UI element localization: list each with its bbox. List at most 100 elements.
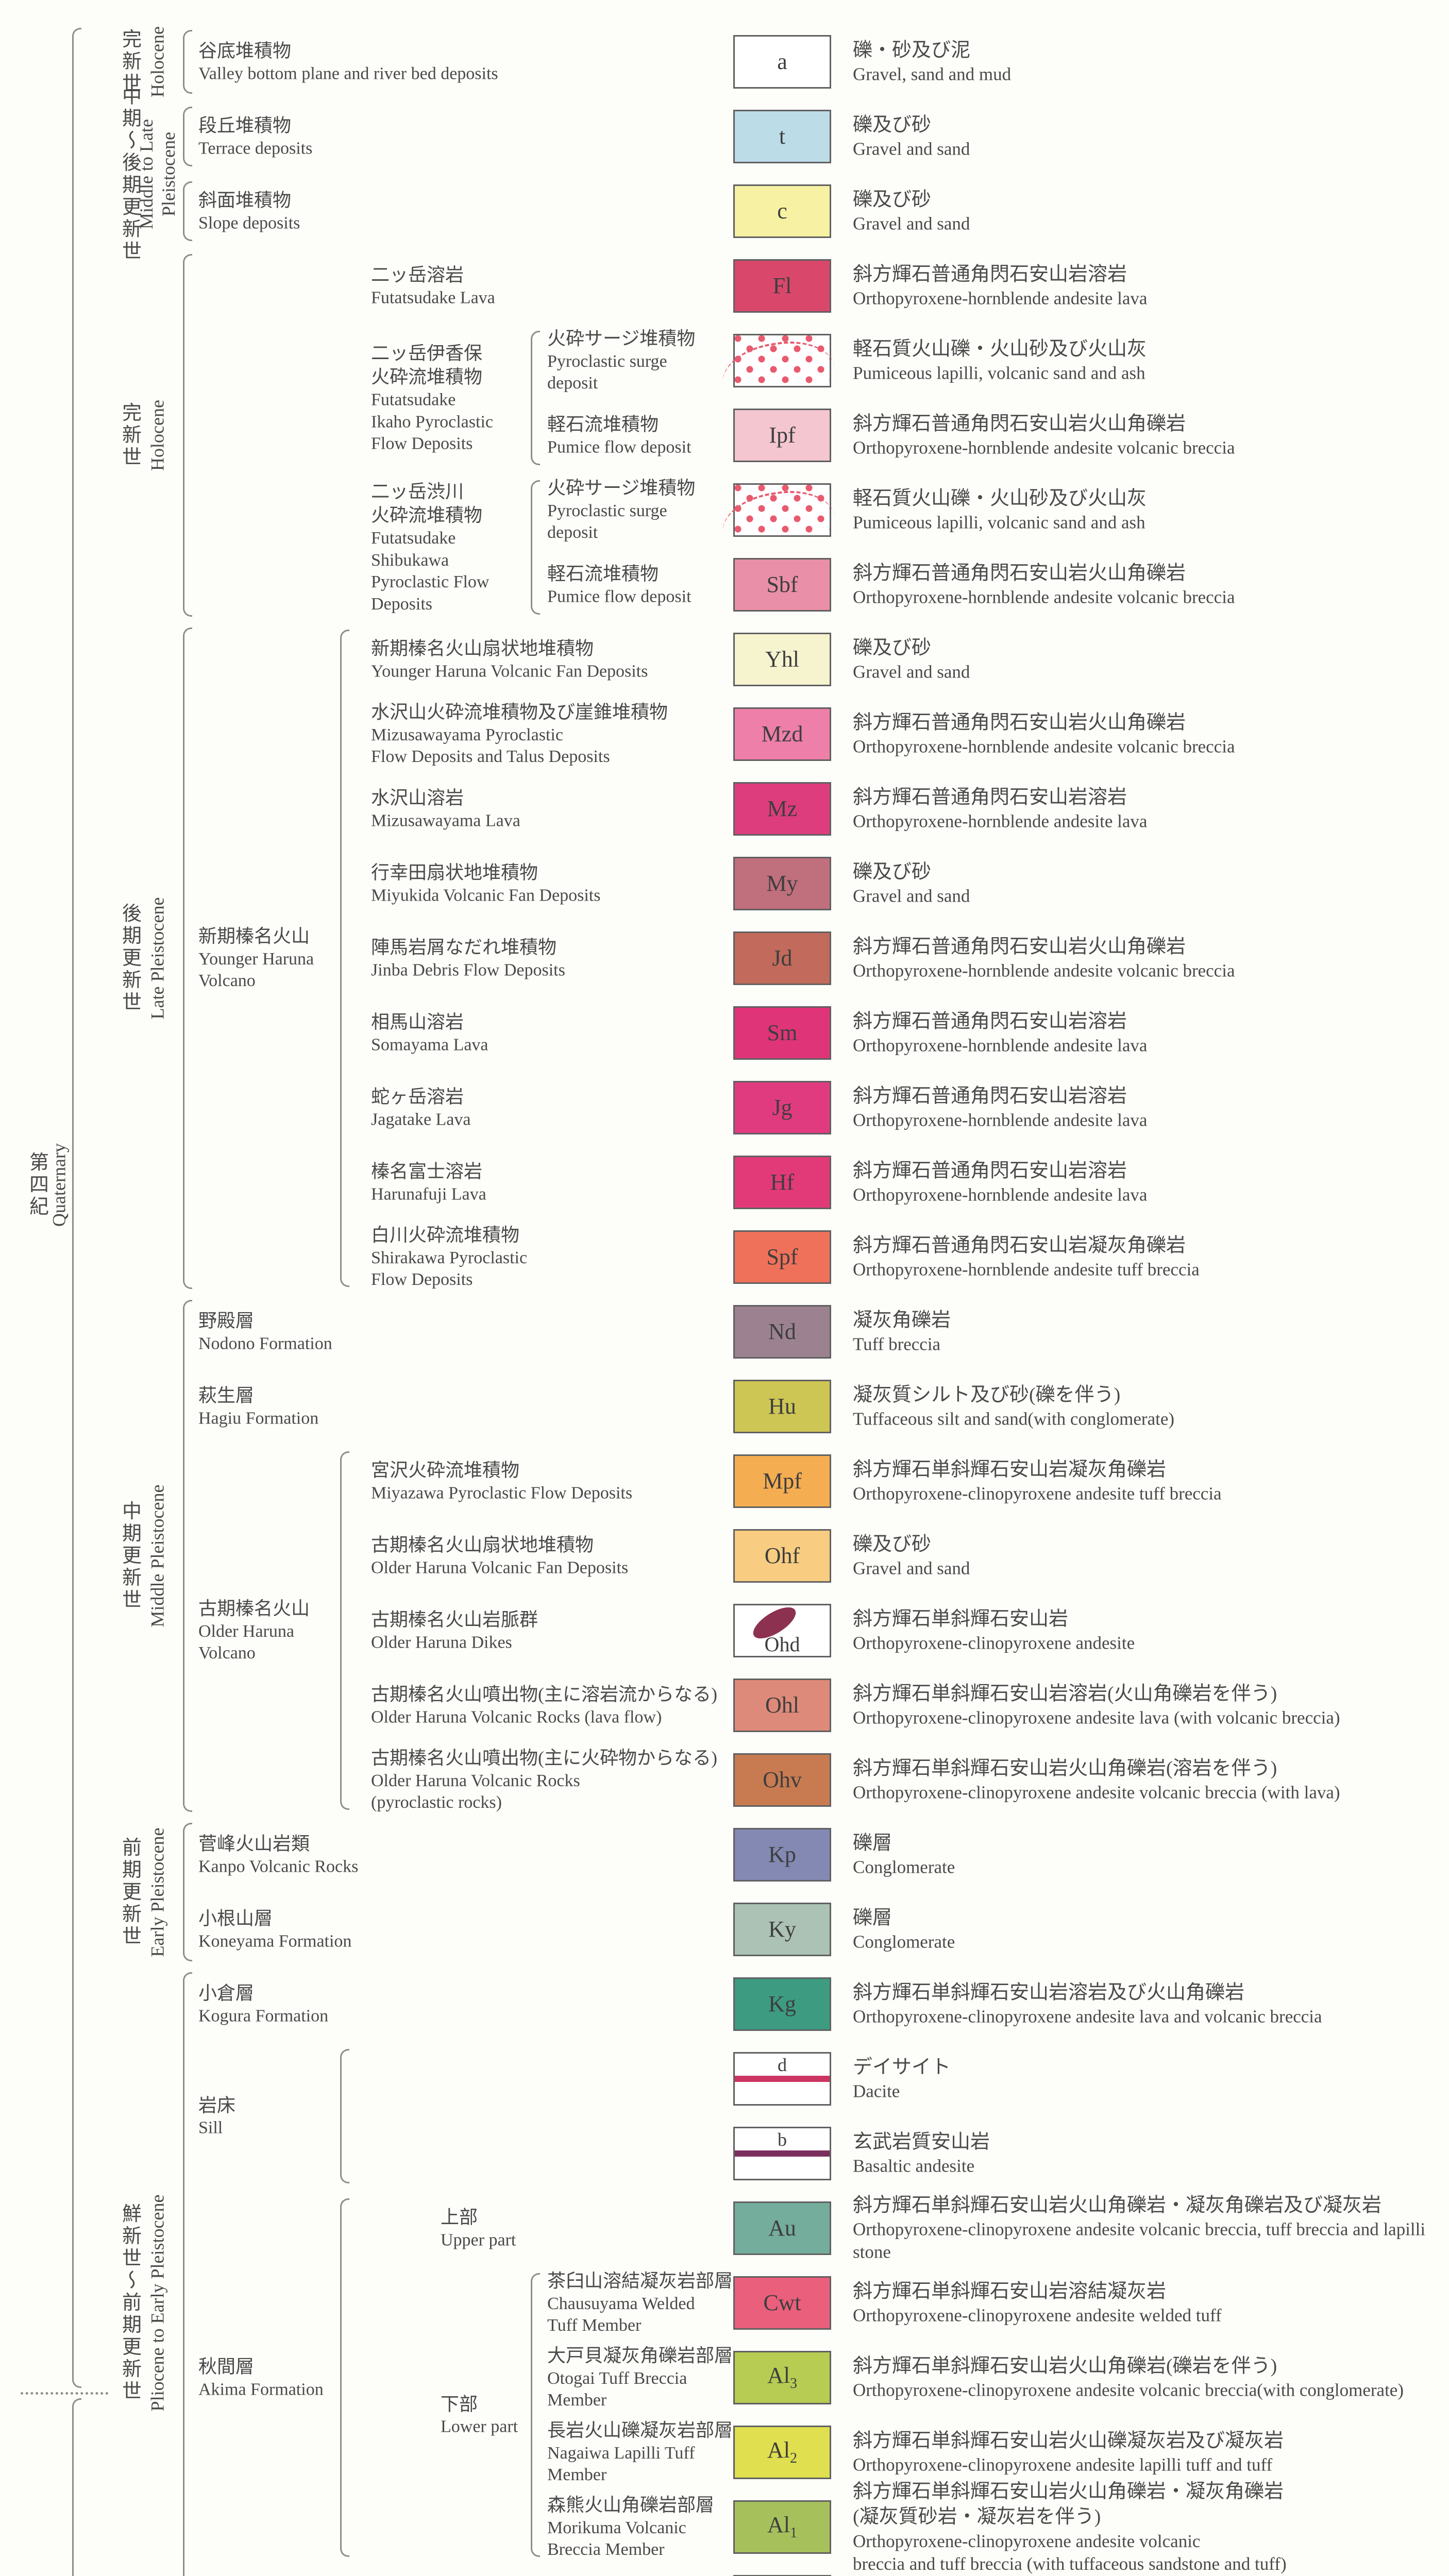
era-en-quaternary-text: Quaternary	[48, 1143, 70, 1227]
label-jp: 菅峰火山岩類	[198, 1833, 310, 1854]
swatch-Al3: Al3	[733, 2351, 831, 2404]
desc-jp-My: 礫及び砂	[853, 861, 932, 883]
desc-Mzd: 斜方輝石普通角閃石安山岩火山角礫岩 Orthopyroxene-hornblend…	[853, 710, 1435, 758]
desc-jp-Mz: 斜方輝石普通角閃石安山岩溶岩	[853, 786, 1127, 808]
label-nodono-formation: 野殿層 Nodono Formation	[198, 1309, 332, 1354]
desc-en-Ohf: Gravel and sand	[853, 1558, 970, 1579]
desc-en-Al1: Orthopyroxene-clinopyroxene andesite vol…	[853, 2531, 1287, 2574]
label-jp: 新期榛名火山扇状地堆積物	[371, 638, 594, 659]
epoch-jp-pliocene-early-pleistocene-text: 鮮新世～前期更新世	[119, 2203, 141, 2403]
desc-jp-d: デイサイト	[853, 2056, 951, 2078]
label-jp: 古期榛名火山噴出物(主に溶岩流からなる)	[371, 1684, 717, 1705]
label-en: Mizusawayama Pyroclastic Flow Deposits a…	[371, 725, 610, 767]
label-en: Mizusawayama Lava	[371, 811, 520, 831]
label-older-haruna-volcanic-fan-deposits: 古期榛名火山扇状地堆積物 Older Haruna Volcanic Fan De…	[371, 1533, 628, 1579]
label-en: Futatsudake Ikaho Pyroclastic Flow Depos…	[371, 390, 493, 453]
label-en: Jinba Debris Flow Deposits	[371, 960, 565, 980]
label-jp: 上部	[441, 2207, 478, 2228]
unit-code-Ky: Ky	[768, 1917, 796, 1942]
desc-Kg: 斜方輝石単斜輝石安山岩溶岩及び火山角礫岩 Orthopyroxene-clinop…	[853, 1980, 1435, 2028]
label-en: Terrace deposits	[198, 139, 313, 158]
desc-en-Mz: Orthopyroxene-hornblende andesite lava	[853, 811, 1148, 832]
unit-code-Ipf: Ipf	[769, 422, 796, 448]
desc-jp-Mzd: 斜方輝石普通角閃石安山岩火山角礫岩	[853, 711, 1186, 734]
label-en: Harunafuji Lava	[371, 1184, 486, 1204]
label-jp: 二ッ岳渋川 火砕流堆積物	[371, 481, 483, 526]
label-jp: 二ッ岳溶岩	[371, 264, 464, 285]
desc-jp-a: 礫・砂及び泥	[853, 39, 971, 61]
label-jp: 蛇ヶ岳溶岩	[371, 1086, 464, 1107]
desc-en-Jg: Orthopyroxene-hornblende andesite lava	[853, 1110, 1148, 1130]
label-en: Somayama Lava	[371, 1035, 488, 1055]
label-en: Upper part	[441, 2230, 516, 2250]
label-pumice-flow-deposit: 軽石流堆積物 Pumice flow deposit	[547, 562, 692, 607]
desc-en-Au: Orthopyroxene-clinopyroxene andesite vol…	[853, 2219, 1426, 2262]
brace-Mpf-Ohv	[340, 1451, 349, 1810]
label-en: Older Haruna Dikes	[371, 1633, 512, 1652]
desc-en-a: Gravel, sand and mud	[853, 64, 1012, 84]
swatch-Ky: Ky	[733, 1903, 831, 1956]
unit-code-Ohd: Ohd	[764, 1633, 800, 1656]
unit-code-a: a	[777, 49, 787, 74]
desc-en-Sm: Orthopyroxene-hornblende andesite lava	[853, 1035, 1148, 1056]
label-jp: 古期榛名火山岩脈群	[371, 1609, 538, 1630]
label-kogura-formation: 小倉層 Kogura Formation	[198, 1981, 328, 2027]
label-en: Older Haruna Volcanic Rocks (lava flow)	[371, 1707, 662, 1727]
epoch-brace-early-pleistocene	[183, 1823, 192, 1961]
desc-en-b: Basaltic andesite	[853, 2156, 975, 2176]
desc-jp-Al2: 斜方輝石単斜輝石安山岩火山礫凝灰岩及び凝灰岩	[853, 2430, 1284, 2452]
label-pumice-flow-deposit: 軽石流堆積物 Pumice flow deposit	[547, 412, 692, 458]
label-pyroclastic-surge: 火砕サージ堆積物 Pyroclastic surge deposit	[547, 327, 695, 395]
epoch-brace-late-pleistocene	[183, 628, 192, 1289]
label-older-haruna-dikes: 古期榛名火山岩脈群 Older Haruna Dikes	[371, 1607, 538, 1653]
unit-code-Jg: Jg	[772, 1095, 793, 1120]
unit-code-Jd: Jd	[772, 945, 793, 971]
label-jp: 大戸貝凝灰角礫岩部層	[547, 2345, 733, 2366]
brace-s2-Sbf	[531, 480, 540, 615]
swatch-d: d	[733, 2052, 831, 2106]
swatch-Cwt: Cwt	[733, 2276, 831, 2330]
surge-dash-line	[717, 483, 841, 570]
desc-en-Yhl: Gravel and sand	[853, 662, 970, 682]
label-jp: 陣馬岩屑なだれ堆積物	[371, 937, 557, 958]
swatch-s2	[717, 483, 841, 570]
label-en: Otogai Tuff Breccia Member	[547, 2368, 687, 2410]
desc-jp-Sm: 斜方輝石普通角閃石安山岩溶岩	[853, 1010, 1127, 1032]
label-jp: 軽石流堆積物	[547, 414, 659, 435]
label-en: Pyroclastic surge deposit	[547, 351, 667, 393]
label-en: Koneyama Formation	[198, 1931, 352, 1951]
swatch-Am: Am	[733, 2575, 831, 2576]
label-en: Pyroclastic surge deposit	[547, 501, 667, 543]
label-slope-deposits: 斜面堆積物 Slope deposits	[198, 188, 300, 234]
desc-en-Jd: Orthopyroxene-hornblende andesite volcan…	[853, 960, 1235, 981]
epoch-en-late-pleistocene-text: Late Pleistocene	[147, 897, 168, 1020]
desc-Al3: 斜方輝石単斜輝石安山岩火山角礫岩(礫岩を伴う) Orthopyroxene-cli…	[853, 2353, 1435, 2401]
label-jp: 古期榛名火山噴出物(主に火砕物からなる)	[371, 1748, 717, 1769]
swatch-Sbf: Sbf	[733, 558, 831, 612]
label-koneyama-formation: 小根山層 Koneyama Formation	[198, 1906, 351, 1952]
desc-jp-s2: 軽石質火山礫・火山砂及び火山灰	[853, 487, 1147, 510]
label-jp: 下部	[441, 2393, 478, 2414]
desc-jp-Mpf: 斜方輝石単斜輝石安山岩凝灰角礫岩	[853, 1459, 1167, 1481]
epoch-en-pliocene-early-pleistocene-text: Pliocene to Early Pleistocene	[147, 2194, 168, 2412]
unit-code-Sbf: Sbf	[766, 572, 798, 597]
label-miyazawa-pyroclastic-flow-deposits: 宮沢火砕流堆積物 Miyazawa Pyroclastic Flow Deposi…	[371, 1458, 632, 1504]
desc-Mz: 斜方輝石普通角閃石安山岩溶岩 Orthopyroxene-hornblende a…	[853, 785, 1435, 833]
epoch-jp-early-pleistocene-text: 前期更新世	[119, 1837, 141, 1947]
unit-code-Al2: Al2	[767, 2437, 797, 2466]
label-harunafuji-lava: 榛名富士溶岩 Harunafuji Lava	[371, 1159, 486, 1205]
unit-code-Al3: Al3	[767, 2363, 797, 2392]
brace-Cwt-Al1	[531, 2273, 540, 2557]
swatch-Jd: Jd	[733, 931, 831, 985]
unit-code-Cwt: Cwt	[763, 2290, 801, 2315]
desc-en-Kg: Orthopyroxene-clinopyroxene andesite lav…	[853, 2006, 1322, 2027]
desc-jp-Yhl: 礫及び砂	[853, 637, 932, 659]
swatch-Ohf: Ohf	[733, 1529, 831, 1583]
label-chausuyama-welded: 茶臼山溶結凝灰岩部層 Chausuyama Welded Tuff Member	[547, 2269, 733, 2337]
desc-Ipf: 斜方輝石普通角閃石安山岩火山角礫岩 Orthopyroxene-hornblend…	[853, 411, 1435, 459]
desc-en-My: Gravel and sand	[853, 886, 970, 906]
unit-code-Yhl: Yhl	[765, 647, 799, 672]
era-boundary-dotted-line	[21, 2392, 108, 2395]
label-jp: 秋間層	[198, 2356, 255, 2377]
desc-jp-Au: 斜方輝石単斜輝石安山岩火山角礫岩・凝灰角礫岩及び凝灰岩	[853, 2194, 1382, 2216]
